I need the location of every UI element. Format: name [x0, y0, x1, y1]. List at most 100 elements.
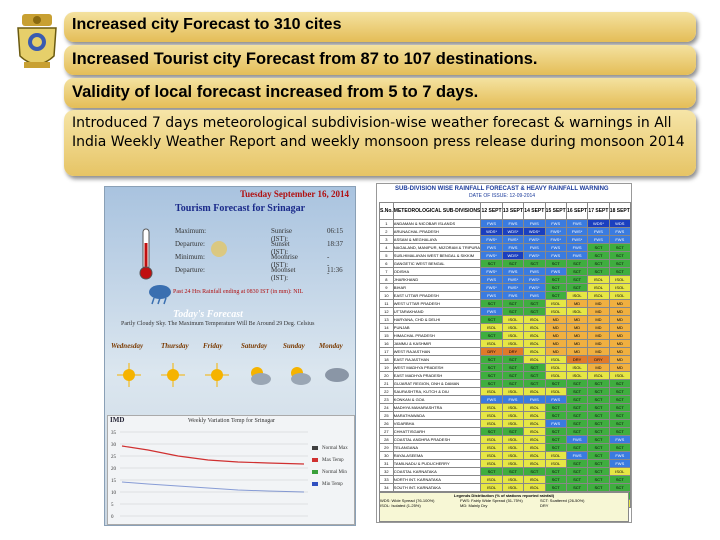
sno-cell: 1 — [379, 219, 394, 228]
weather-icon-1 — [117, 363, 141, 387]
forecast-cell: ISOL — [480, 411, 503, 420]
forecast-cell: ISOL — [608, 371, 631, 380]
table-row: 23 KONKAN & GOA FWS FWS FWS FWS SCT SCT SCT — [379, 395, 631, 404]
table-row: 34 SOUTH INT. KARNATAKA ISOL ISOL ISOL SCT SCT… — [379, 483, 631, 492]
day-friday: Friday — [203, 342, 223, 350]
table-row: 10 EAST UTTAR PRADESH FWS FWS FWS SCT ISOL ISOL… — [379, 291, 631, 300]
table-row: 15 HIMACHAL PRADESH SCT ISOL ISOL MD MD MD MD — [379, 331, 631, 340]
forecast-cell: ISOL — [501, 387, 525, 396]
forecast-cell: SCT — [480, 259, 503, 268]
sno-cell: 7 — [379, 267, 394, 276]
table-row: 32 COASTAL KARNATAKA SCT SCT SCT SCT SCT SCT ISO… — [379, 467, 631, 476]
forecast-cell: MD — [565, 299, 589, 308]
forecast-grid: S.No. METEOROLOGICAL SUB-DIVISIONS 12 SE… — [379, 202, 631, 508]
forecast-cell: SCT — [480, 467, 503, 476]
forecast-cell: SCT — [565, 379, 589, 388]
table-row: 17 WEST RAJASTHAN DRY DRY ISOL MD MD MD MD — [379, 347, 631, 356]
subdivision-cell: CHHATTISGARH — [392, 427, 482, 436]
forecast-cell: ISOL — [544, 459, 567, 468]
forecast-cell: ISOL — [480, 387, 503, 396]
weather-icon-2 — [161, 363, 185, 387]
forecast-cell: SCT — [587, 483, 610, 492]
date-header: 17 SEPT — [587, 202, 610, 220]
subdivision-cell: WEST MADHYA PRADESH — [392, 363, 482, 372]
forecast-cell: SCT — [544, 435, 567, 444]
forecast-cell: ISOL — [544, 363, 567, 372]
forecast-cell: SCT — [544, 467, 567, 476]
forecast-cell: FWS* — [480, 235, 503, 244]
forecast-cell: ISOL — [523, 347, 546, 356]
forecast-cell: FWS — [544, 267, 567, 276]
min-temp-line — [121, 481, 305, 493]
todays-forecast-title: Today's Forecast — [173, 309, 243, 320]
forecast-cell: FWS — [480, 307, 503, 316]
table-row: 26 VIDARBHA ISOL ISOL ISOL FWS SCT SCT SCT — [379, 419, 631, 428]
table-row: 13 HARYANA, CHD & DELHI SCT ISOL ISOL MD MD MD M… — [379, 315, 631, 324]
rain-cloud-icon — [149, 285, 171, 305]
sno-cell: 34 — [379, 483, 394, 492]
forecast-cell: ISOL — [501, 331, 525, 340]
forecast-cell: FWS — [544, 395, 567, 404]
legend-title: Legends Distribution (% of stations repo… — [453, 493, 555, 498]
subdivision-cell: SOUTH INT. KARNATAKA — [392, 483, 482, 492]
forecast-cell: SCT — [608, 259, 631, 268]
subdivision-cell: ANDAMAN & NICOBAR ISLANDS — [392, 219, 482, 228]
forecast-cell: ISOL — [565, 291, 589, 300]
sno-cell: 28 — [379, 435, 394, 444]
day-saturday: Saturday — [241, 342, 268, 350]
date-header: 12 SEPT — [480, 202, 503, 220]
forecast-cell: SCT — [608, 243, 631, 252]
sunset-value: 18:37 — [327, 240, 343, 248]
forecast-cell: SCT — [587, 427, 610, 436]
forecast-cell: FWS — [587, 235, 610, 244]
subdivision-cell: BIHAR — [392, 283, 482, 292]
forecast-cell: SCT — [608, 411, 631, 420]
minimum-label: Minimum: — [175, 253, 205, 261]
forecast-cell: SCT — [501, 379, 525, 388]
table-row: 18 EAST RAJASTHAN SCT SCT ISOL ISOL DRY DRY MD — [379, 355, 631, 364]
forecast-cell: ISOL — [523, 435, 546, 444]
forecast-cell: SCT — [587, 451, 610, 460]
forecast-cell: SCT — [480, 355, 503, 364]
forecast-cell: SCT — [608, 251, 631, 260]
headline-local-forecast-validity: Validity of local forecast increased fro… — [64, 78, 696, 108]
forecast-cell: ISOL — [587, 283, 610, 292]
table-row: 25 MARATHAWADA ISOL ISOL ISOL SCT SCT SCT SCT — [379, 411, 631, 420]
legend-item: WDS: Wide Spread (76-100%) — [380, 498, 435, 503]
forecast-cell: ISOL — [565, 371, 589, 380]
forecast-cell: SCT — [587, 251, 610, 260]
forecast-cell: ISOL — [480, 451, 503, 460]
table-row: 30 RAYALASEEMA ISOL ISOL ISOL ISOL FWS SCT FWS — [379, 451, 631, 460]
forecast-cell: MD — [544, 331, 567, 340]
forecast-cell: MD — [587, 299, 610, 308]
sno-cell: 8 — [379, 275, 394, 284]
forecast-cell: MD — [608, 307, 631, 316]
y-tick-5: 5 — [111, 503, 114, 508]
forecast-cell: ISOL — [480, 339, 503, 348]
forecast-cell: ISOL — [544, 299, 567, 308]
forecast-cell: MD — [608, 355, 631, 364]
max-temp-line — [121, 445, 305, 465]
forecast-cell: SCT — [544, 475, 567, 484]
forecast-cell: SCT — [565, 443, 589, 452]
forecast-cell: SCT — [480, 331, 503, 340]
forecast-cell: ISOL — [501, 451, 525, 460]
forecast-cell: FWS — [608, 435, 631, 444]
forecast-cell: FWS* — [480, 267, 503, 276]
sno-cell: 30 — [379, 451, 394, 460]
forecast-cell: FWS — [565, 219, 589, 228]
forecast-cell: FWS* — [523, 235, 546, 244]
forecast-cell: ISOL — [480, 483, 503, 492]
forecast-cell: MD — [608, 299, 631, 308]
forecast-cell: FWS — [523, 219, 546, 228]
subdivision-cell: JHARKHAND — [392, 275, 482, 284]
forecast-cell: ISOL — [608, 275, 631, 284]
subdivision-cell: COASTAL KARNATAKA — [392, 467, 482, 476]
subdivision-cell: GUJARAT REGION, DNH & DAMAN — [392, 379, 482, 388]
table-row: 33 NORTH INT. KARNATAKA ISOL ISOL ISOL SCT SCT… — [379, 475, 631, 484]
forecast-cell: SCT — [501, 427, 525, 436]
table-row: 28 COASTAL ANDHRA PRADESH ISOL ISOL ISOL SCT F… — [379, 435, 631, 444]
date-header: 18 SEPT — [608, 202, 631, 220]
forecast-cell: MD — [608, 323, 631, 332]
sno-cell: 14 — [379, 323, 394, 332]
